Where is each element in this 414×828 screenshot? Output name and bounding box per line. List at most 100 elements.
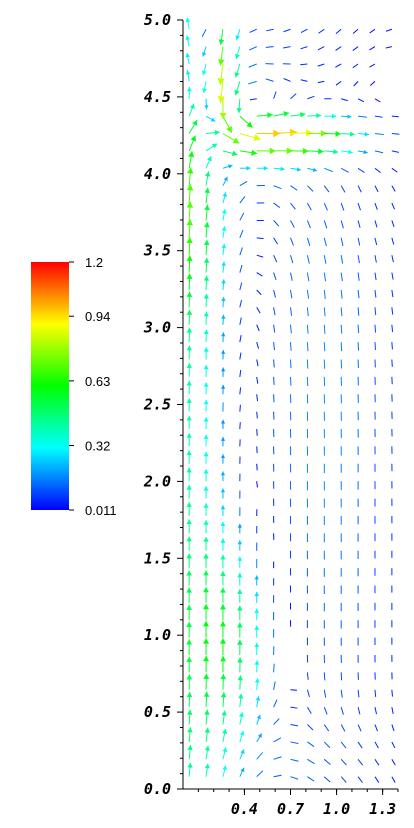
vector-arrow-head [305, 129, 313, 137]
vector-arrow-head [237, 639, 243, 645]
vector-arrow-head [187, 167, 194, 174]
vector-arrow-head [204, 745, 210, 751]
vector-arrow-shaft [273, 342, 275, 351]
vector-arrow-head [186, 604, 193, 610]
vector-arrow-shaft [340, 724, 346, 732]
vector-arrow-shaft [340, 255, 344, 264]
vector-arrow-shaft [307, 776, 315, 782]
vector-arrow-shaft [273, 324, 276, 333]
vector-arrow-shaft [340, 707, 344, 715]
vector-arrow-shaft [374, 255, 377, 263]
vector-arrow-shaft [256, 272, 263, 277]
vector-arrow-head [186, 219, 194, 226]
vector-arrow-shaft [357, 724, 362, 732]
vector-arrow-head [186, 398, 192, 403]
vector-arrow-head [222, 728, 228, 734]
vector-arrow-head [203, 311, 209, 317]
vector-arrow-head [207, 156, 212, 162]
vector-arrow-shaft [391, 115, 399, 118]
vector-arrow-shaft [290, 289, 293, 299]
x-tick-label: 0.7 [277, 800, 304, 818]
vector-arrow-shaft [273, 202, 281, 209]
vector-arrow-shaft [357, 98, 365, 103]
vector-arrow-head [203, 451, 209, 457]
vector-arrow-shaft [249, 46, 257, 51]
vector-arrow-shaft [340, 689, 343, 698]
vector-arrow-shaft [374, 289, 377, 298]
vector-arrow-head [286, 147, 293, 155]
vector-arrow-head [254, 678, 260, 683]
vector-arrow-head [220, 587, 226, 593]
colorbar-label: 0.94 [85, 309, 110, 324]
y-tick-label: 0.0 [144, 780, 171, 798]
vector-arrow-head [203, 434, 209, 439]
vector-arrow-head [186, 502, 192, 507]
vector-arrow-shaft [323, 689, 327, 698]
vector-arrow-head [203, 347, 209, 352]
vector-arrow-shaft [290, 93, 297, 100]
vector-arrow-head [221, 710, 227, 716]
vector-arrow-head [186, 291, 193, 297]
vector-arrow-shaft [306, 220, 311, 229]
vector-arrow-shaft [353, 81, 359, 87]
vector-arrow-head [236, 107, 242, 114]
vector-arrow-head [186, 553, 192, 559]
vector-arrow-head [186, 691, 193, 698]
vector-arrow-head [316, 113, 322, 119]
vector-arrow-shaft [248, 63, 257, 68]
vector-arrow-shaft [385, 46, 392, 49]
vector-arrow-shaft [306, 272, 310, 282]
vector-arrow-head [203, 553, 209, 559]
vector-arrow-shaft [290, 255, 294, 264]
vector-arrow-shaft [307, 758, 315, 765]
vector-arrow-head [204, 187, 211, 194]
y-tick-label: 2.0 [143, 472, 171, 490]
vector-arrow-head [187, 762, 193, 768]
vector-arrow-head [186, 86, 192, 92]
vector-arrow-shaft [273, 289, 276, 298]
vector-arrow-shaft [391, 185, 396, 192]
vector-arrow-head [240, 767, 245, 773]
vector-arrow-head [318, 148, 324, 155]
vector-arrow-shaft [256, 394, 259, 402]
vector-arrow-shaft [290, 202, 296, 210]
vector-arrow-shaft [239, 264, 243, 273]
vector-arrow-shaft [335, 28, 342, 34]
vector-arrow-shaft [374, 220, 378, 228]
vector-arrow-shaft [239, 247, 243, 256]
vector-arrow-head [185, 35, 191, 40]
vector-arrow-shaft [391, 150, 400, 153]
vector-arrow-head [222, 192, 227, 197]
vector-arrow-head [214, 130, 220, 136]
vector-arrow-shaft [323, 706, 328, 715]
vector-arrow-shaft [323, 272, 327, 282]
vector-arrow-head [221, 367, 226, 372]
vector-arrow-head [255, 696, 261, 701]
vector-arrow-shaft [249, 28, 257, 33]
vector-arrow-shaft [273, 718, 280, 725]
vector-arrow-head [331, 113, 337, 119]
vector-arrow-shaft [306, 706, 312, 714]
vector-arrow-shaft [323, 202, 328, 211]
vector-arrow-head [187, 727, 193, 733]
vector-arrow-head [220, 655, 227, 662]
vector-arrow-head [220, 505, 226, 510]
vector-arrow-shaft [239, 212, 245, 221]
vector-arrow-shaft [374, 707, 377, 715]
vector-arrow-shaft [323, 724, 330, 732]
vector-arrow-shaft [290, 724, 298, 727]
vector-arrow-shaft [239, 317, 242, 325]
vector-arrow-shaft [357, 202, 361, 211]
vector-arrow-shaft [256, 289, 262, 296]
vector-arrow-head [237, 589, 243, 594]
vector-arrow-head [220, 538, 226, 543]
vector-arrow-shaft [391, 759, 396, 766]
vector-arrow-shaft [283, 28, 291, 33]
vector-arrow-shaft [323, 185, 330, 193]
vector-arrow-head [257, 733, 262, 738]
vector-arrow-shaft [306, 237, 311, 247]
vector-arrow-head [267, 112, 273, 119]
vector-arrow-shaft [357, 307, 360, 316]
y-tick-label: 3.0 [143, 319, 171, 337]
vector-arrow-head [186, 345, 192, 351]
